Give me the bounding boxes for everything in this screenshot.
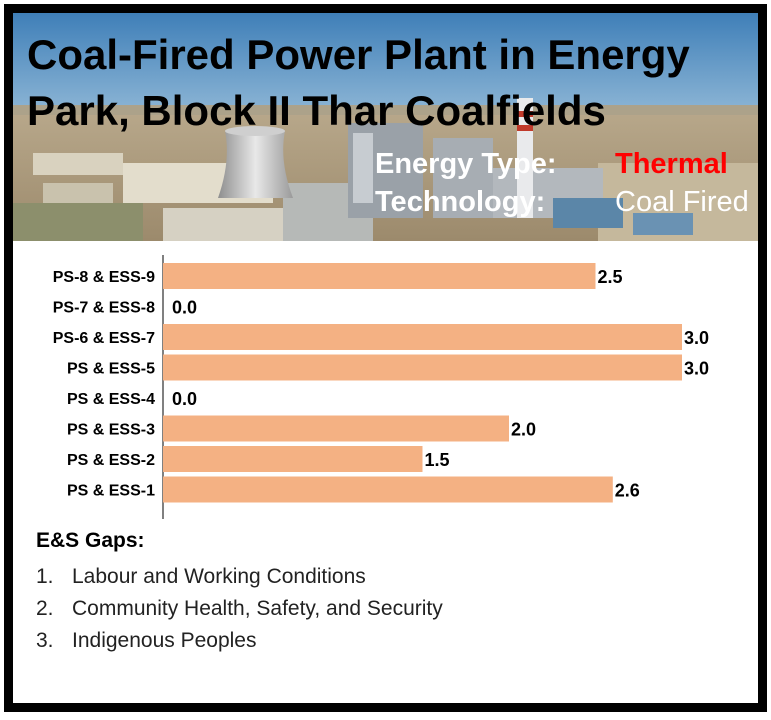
bar-value-label: 2.6: [615, 481, 640, 501]
list-item-text: Community Health, Safety, and Security: [72, 597, 443, 620]
bar: [163, 446, 423, 472]
score-bar-chart: PS-8 & ESS-9 2.5 PS-7 & ESS-8 0.0 PS-6 & ESS…: [53, 255, 709, 519]
energy-type-label: Energy Type:: [375, 148, 557, 180]
technology-label: Technology:: [375, 186, 546, 218]
technology-value: Coal Fired: [615, 186, 749, 218]
bar-value-label: 0.0: [172, 298, 197, 318]
page-title: Coal-Fired Power Plant in Energy Park, B…: [27, 31, 690, 134]
list-item: 1. Labour and Working Conditions: [36, 561, 443, 593]
power-plant-photo: [13, 13, 758, 241]
list-item: 3. Indigenous Peoples: [36, 625, 443, 657]
bar: [163, 324, 682, 350]
gaps-heading: E&S Gaps:: [36, 529, 145, 552]
infographic-frame: Coal-Fired Power Plant in Energy Park, B…: [4, 4, 767, 712]
category-tick-label: PS & ESS-5: [67, 361, 155, 378]
bar-value-label: 2.0: [511, 420, 536, 440]
bar-value-label: 3.0: [684, 359, 709, 379]
list-item-text: Indigenous Peoples: [72, 629, 257, 652]
bar-value-label: 2.5: [598, 267, 623, 287]
category-tick-label: PS & ESS-3: [67, 422, 155, 439]
category-tick-label: PS-7 & ESS-8: [53, 300, 155, 317]
list-item-number: 3.: [36, 629, 54, 652]
category-tick-label: PS & ESS-2: [67, 452, 155, 469]
bar-value-label: 1.5: [425, 450, 450, 470]
list-item: 2. Community Health, Safety, and Securit…: [36, 593, 443, 625]
category-tick-label: PS-6 & ESS-7: [53, 330, 155, 347]
bar: [163, 415, 509, 442]
category-tick-label: PS & ESS-4: [67, 391, 155, 408]
banner: Coal-Fired Power Plant in Energy Park, B…: [13, 13, 758, 241]
category-tick-label: PS & ESS-1: [67, 483, 155, 500]
bar-value-label: 3.0: [684, 328, 709, 348]
category-tick-label: PS-8 & ESS-9: [53, 269, 155, 286]
bar-value-label: 0.0: [172, 389, 197, 409]
energy-type-value: Thermal: [615, 148, 728, 180]
list-item-text: Labour and Working Conditions: [72, 565, 366, 588]
es-gaps-section: E&S Gaps: 1. Labour and Working Conditio…: [36, 529, 443, 657]
bar: [163, 263, 596, 289]
list-item-number: 2.: [36, 597, 54, 620]
list-item-number: 1.: [36, 565, 54, 588]
bar: [163, 354, 682, 381]
bar: [163, 476, 613, 503]
gaps-list: 1. Labour and Working Conditions 2. Comm…: [36, 561, 443, 657]
